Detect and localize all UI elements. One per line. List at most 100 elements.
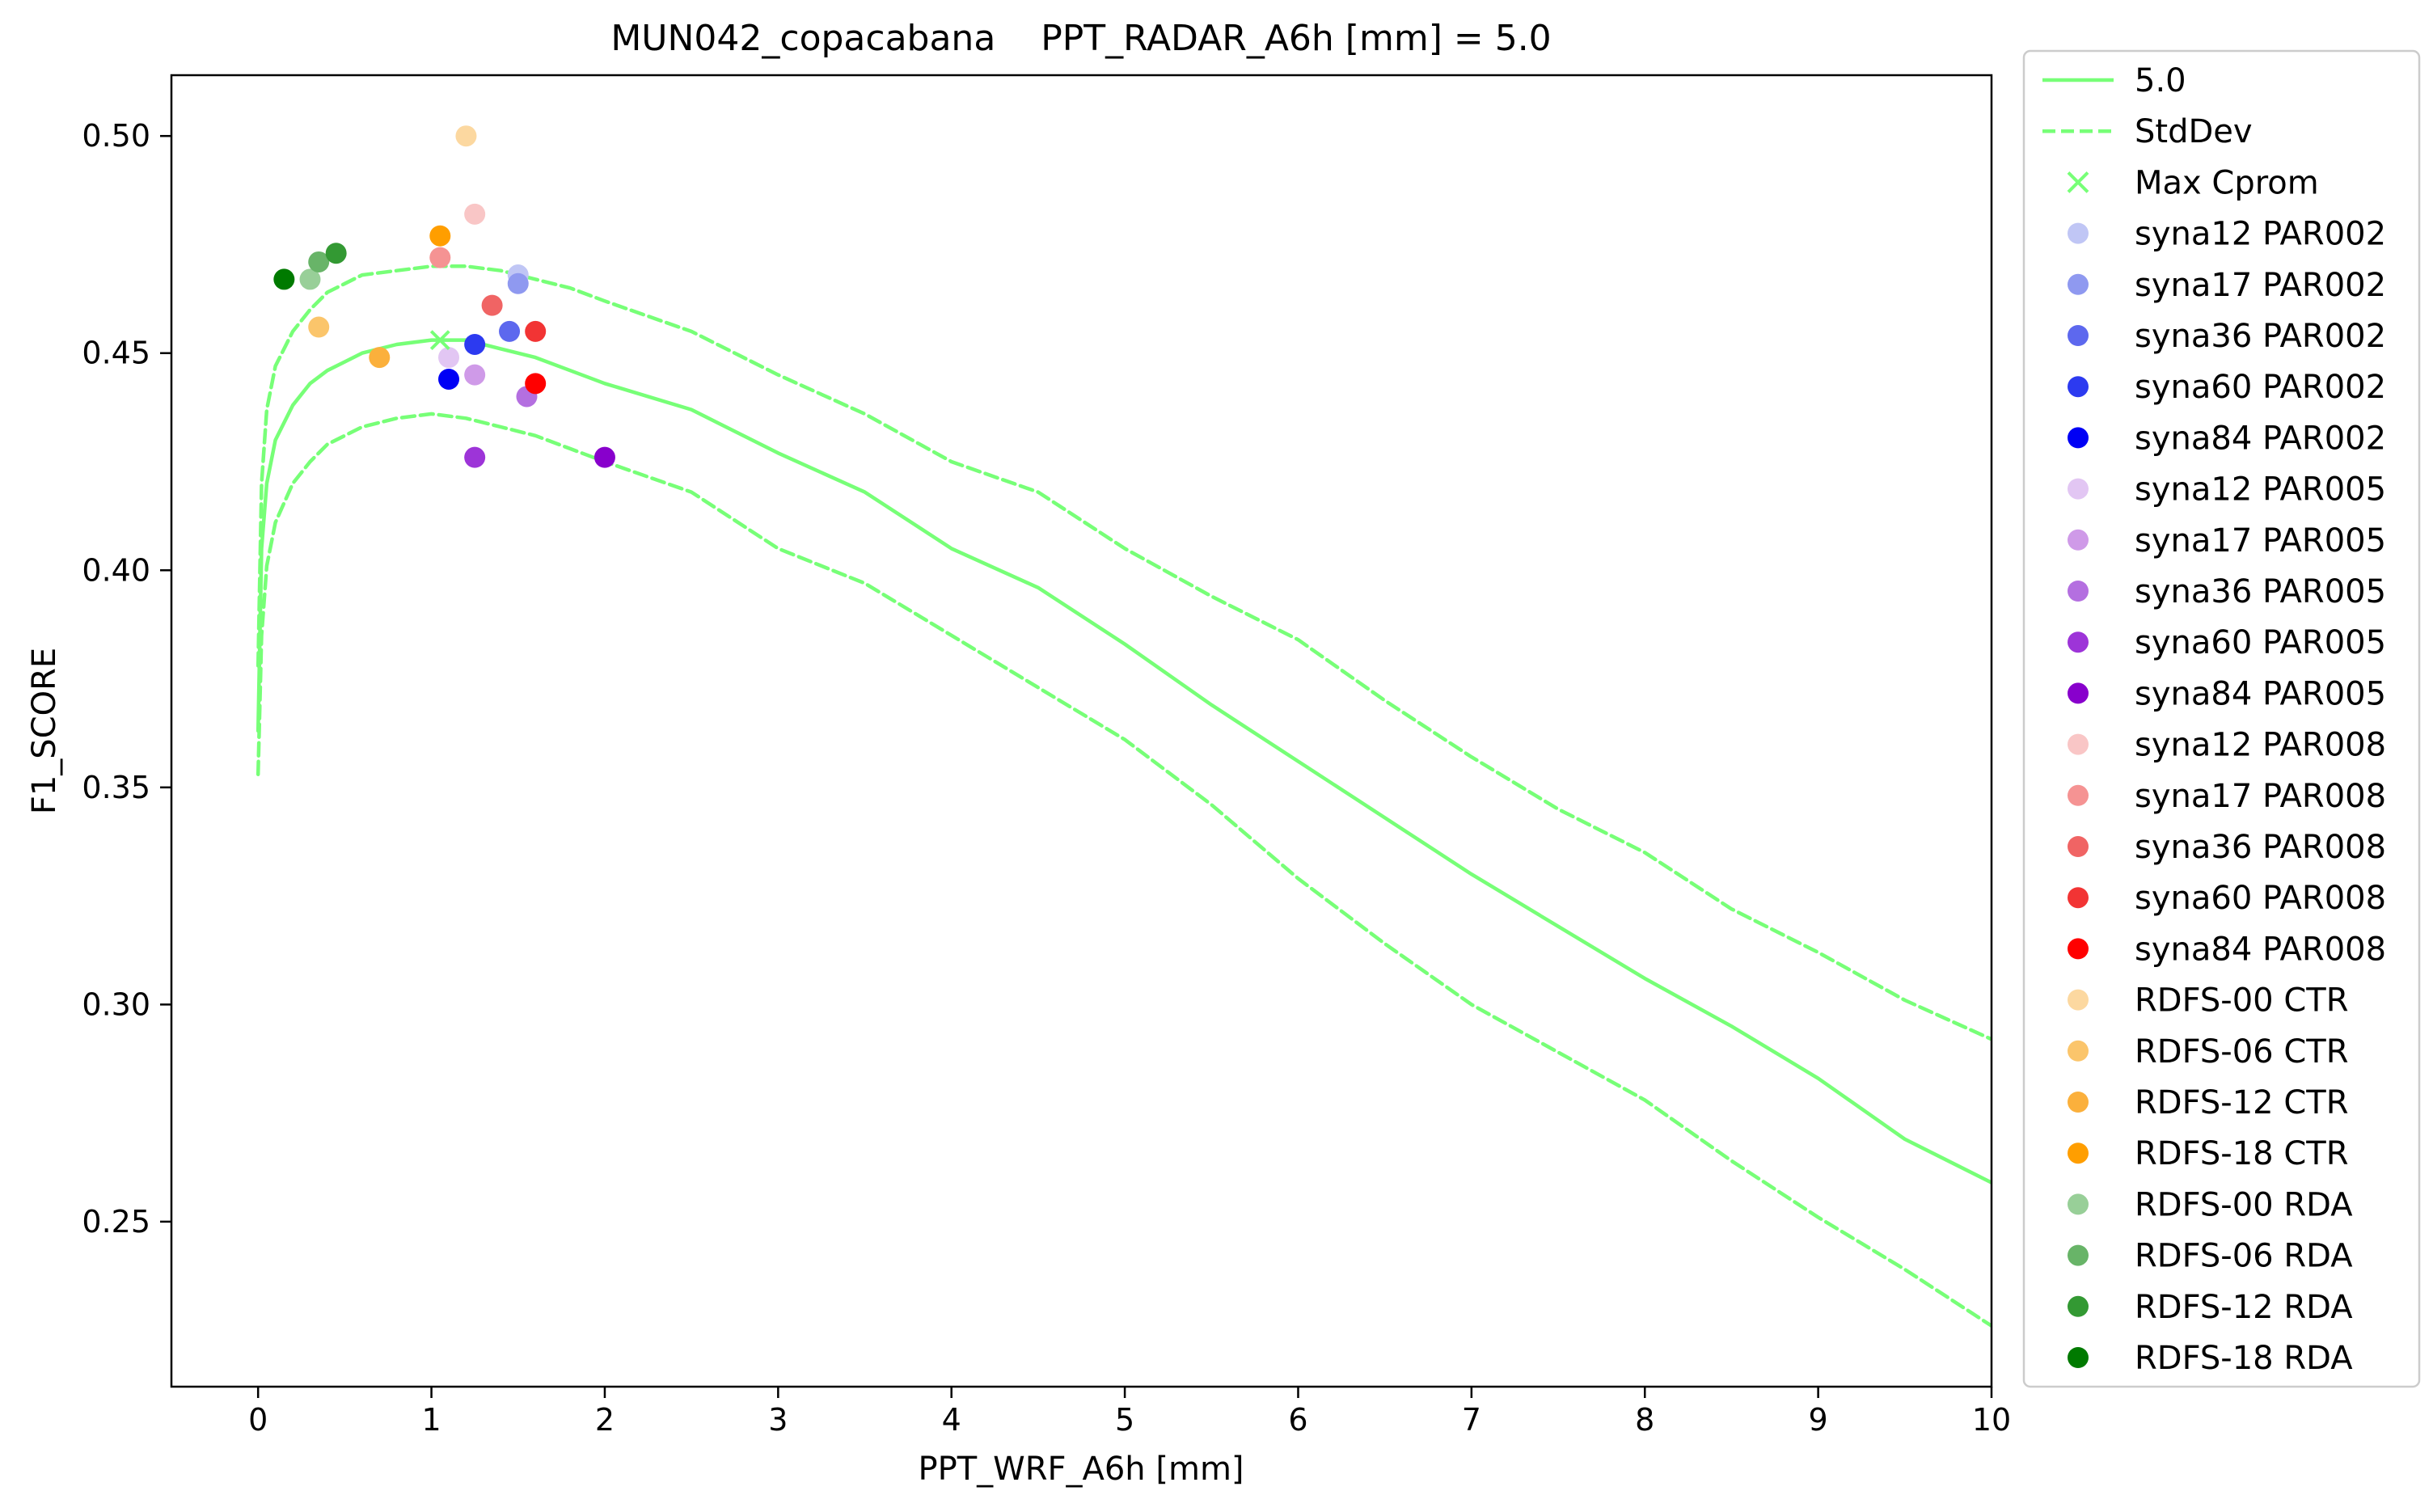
series-line-5-0 <box>256 338 1992 1185</box>
legend-label: RDFS-18 CTR <box>2135 1135 2349 1172</box>
legend-dot-swatch <box>2068 427 2089 449</box>
legend-label: syna60 PAR008 <box>2135 880 2386 917</box>
x-tick-label: 5 <box>1115 1402 1134 1438</box>
max-cprom-marker <box>429 330 450 351</box>
legend-entry-rdfs-18-ctr: RDFS-18 CTR <box>2068 1135 2349 1172</box>
legend-label: syna84 PAR008 <box>2135 931 2386 968</box>
x-tick-label: 6 <box>1288 1402 1307 1438</box>
legend-label: syna12 PAR002 <box>2135 216 2386 253</box>
legend-entry-syna84-par008: syna84 PAR008 <box>2068 931 2386 968</box>
point-syna12-par005 <box>438 347 460 369</box>
legend-entry-syna36-par002: syna36 PAR002 <box>2068 318 2386 355</box>
point-rdfs-12-rda <box>325 243 347 264</box>
legend-label: RDFS-18 RDA <box>2135 1340 2353 1377</box>
series-line-stddev <box>256 264 1992 1041</box>
legend-label: RDFS-00 CTR <box>2135 982 2349 1020</box>
legend-entry-syna12-par002: syna12 PAR002 <box>2068 216 2386 253</box>
x-tick-label: 10 <box>1972 1402 2011 1438</box>
x-tick-label: 2 <box>595 1402 615 1438</box>
legend-dot-swatch <box>2068 631 2089 653</box>
legend-label: 5.0 <box>2135 62 2186 99</box>
legend-label: syna60 PAR005 <box>2135 624 2386 661</box>
legend-dot-swatch <box>2068 581 2089 602</box>
legend-label: RDFS-12 CTR <box>2135 1084 2349 1121</box>
legend-entry-rdfs-00-ctr: RDFS-00 CTR <box>2068 982 2349 1020</box>
legend-label: Max Cprom <box>2135 164 2319 201</box>
point-rdfs-00-ctr <box>455 125 477 147</box>
y-tick-label: 0.40 <box>82 552 150 588</box>
legend-label: RDFS-00 RDA <box>2135 1186 2353 1223</box>
legend-dot-swatch <box>2068 887 2089 909</box>
legend-dot-swatch <box>2068 836 2089 857</box>
legend-label: syna36 PAR002 <box>2135 318 2386 355</box>
legend-entry-syna12-par008: syna12 PAR008 <box>2068 727 2386 764</box>
legend-entry-rdfs-12-ctr: RDFS-12 CTR <box>2068 1084 2349 1121</box>
point-syna36-par002 <box>499 320 521 342</box>
legend-dot-swatch <box>2068 1193 2089 1215</box>
chart-title: MUN042_copacabana PPT_RADAR_A6h [mm] = 5… <box>610 18 1551 59</box>
point-syna12-par008 <box>464 203 486 225</box>
legend-dot-swatch <box>2068 1040 2089 1062</box>
point-syna17-par002 <box>507 272 529 294</box>
legend-label: syna36 PAR008 <box>2135 829 2386 866</box>
legend-dot-swatch <box>2068 325 2089 346</box>
x-tick-label: 7 <box>1462 1402 1481 1438</box>
legend-label: syna17 PAR005 <box>2135 522 2386 560</box>
y-tick-label: 0.25 <box>82 1204 150 1240</box>
legend-dot-swatch <box>2068 733 2089 755</box>
legend-label: syna84 PAR005 <box>2135 675 2386 712</box>
plot-area <box>256 125 1992 1328</box>
point-syna84-par008 <box>525 373 547 395</box>
legend-entry-rdfs-12-rda: RDFS-12 RDA <box>2068 1289 2353 1326</box>
legend-entry-syna60-par005: syna60 PAR005 <box>2068 624 2386 661</box>
point-syna60-par008 <box>525 320 547 342</box>
point-rdfs-12-ctr <box>369 347 391 369</box>
legend-entry-syna36-par005: syna36 PAR005 <box>2068 573 2386 610</box>
legend-entry-max-cprom: Max Cprom <box>2067 164 2319 201</box>
point-syna36-par008 <box>481 294 503 316</box>
point-rdfs-06-rda <box>308 251 330 272</box>
legend-label: StdDev <box>2135 113 2253 150</box>
legend-entry-syna60-par002: syna60 PAR002 <box>2068 369 2386 406</box>
y-tick-label: 0.35 <box>82 770 150 805</box>
x-tick-label: 9 <box>1809 1402 1828 1438</box>
legend-entry-syna17-par008: syna17 PAR008 <box>2068 778 2386 815</box>
legend-entry-5-0: 5.0 <box>2042 62 2186 99</box>
point-syna60-par002 <box>464 333 486 355</box>
legend-dot-swatch <box>2068 478 2089 500</box>
legend-entry-syna84-par005: syna84 PAR005 <box>2068 675 2386 712</box>
x-tick-label: 3 <box>768 1402 788 1438</box>
legend-label: RDFS-06 RDA <box>2135 1238 2353 1275</box>
legend: 5.0 StdDev Max Cprom syna12 PAR002 syna17 PA… <box>2022 49 2421 1388</box>
point-rdfs-18-rda <box>273 268 295 290</box>
legend-label: syna12 PAR005 <box>2135 471 2386 509</box>
legend-label: syna12 PAR008 <box>2135 727 2386 764</box>
legend-entry-syna17-par005: syna17 PAR005 <box>2068 522 2386 560</box>
legend-dot-swatch <box>2068 989 2089 1011</box>
point-syna17-par005 <box>464 364 486 386</box>
y-tick-label: 0.45 <box>82 336 150 371</box>
legend-dot-swatch <box>2068 529 2089 551</box>
point-rdfs-18-ctr <box>429 225 451 247</box>
legend-label: syna60 PAR002 <box>2135 369 2386 406</box>
x-tick-label: 4 <box>942 1402 961 1438</box>
legend-frame <box>2022 49 2421 1388</box>
point-syna17-par008 <box>429 247 451 268</box>
legend-label: RDFS-12 RDA <box>2135 1289 2353 1326</box>
legend-dot-swatch <box>2068 1347 2089 1368</box>
y-tick-label: 0.50 <box>82 118 150 154</box>
legend-entry-syna60-par008: syna60 PAR008 <box>2068 880 2386 917</box>
legend-entry-syna36-par008: syna36 PAR008 <box>2068 829 2386 866</box>
legend-dot-swatch <box>2068 784 2089 806</box>
legend-dot-swatch <box>2068 1142 2089 1164</box>
point-syna60-par005 <box>464 446 486 468</box>
legend-entry-rdfs-06-ctr: RDFS-06 CTR <box>2068 1033 2349 1071</box>
legend-dot-swatch <box>2068 1092 2089 1113</box>
y-axis-label: F1_SCORE <box>26 648 63 814</box>
legend-entry-syna17-par002: syna17 PAR002 <box>2068 267 2386 304</box>
legend-dot-swatch <box>2068 1244 2089 1266</box>
legend-label: syna84 PAR002 <box>2135 420 2386 457</box>
point-syna84-par005 <box>593 446 615 468</box>
x-tick-label: 1 <box>421 1402 441 1438</box>
